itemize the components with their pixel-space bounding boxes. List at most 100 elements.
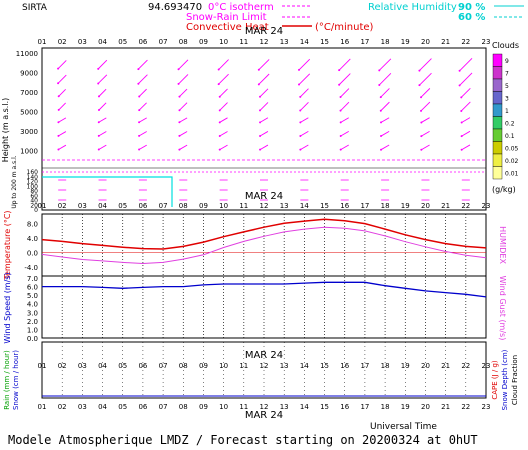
wind-barb (380, 130, 390, 137)
wind-barb (299, 102, 309, 111)
wind-barb (420, 88, 431, 98)
wind-barb-head (217, 68, 220, 71)
cloud-scale-label: 0.05 (505, 146, 519, 153)
wind-barb-head (460, 109, 463, 112)
wind-barb-head (138, 121, 141, 124)
wind-barb (98, 117, 107, 123)
wind-speed-tick-label: 3.0 (27, 309, 38, 317)
cloud-scale-swatch (492, 166, 503, 180)
wind-barb (219, 117, 228, 123)
height-tick-label: 7000 (20, 89, 38, 97)
wind-barb-head (380, 121, 383, 124)
hour-tick-label: 20 (421, 38, 430, 46)
cloud-scale: 9 7 5 3 1 0.2 0.1 0.05 0.02 0.01 (492, 53, 519, 180)
hour-tick-label: 02 (58, 403, 67, 411)
wind-barb (338, 73, 351, 86)
height-tick-label: 3000 (20, 128, 38, 136)
hour-tick-label: 17 (360, 38, 369, 46)
wind-barb (259, 102, 269, 111)
wind-barb-head (299, 95, 302, 98)
wind-barb (58, 102, 66, 111)
wind-barb-head (218, 134, 221, 137)
site-name: SIRTA (22, 3, 48, 13)
hour-tick-label: 08 (179, 403, 188, 411)
cloud-scale-label: 0.2 (505, 121, 515, 128)
wind-barb-head (97, 148, 100, 151)
wind-barb-head (57, 134, 60, 137)
hour-tick-label: 09 (199, 202, 208, 210)
legend-conv-unit: (°C/minute) (315, 22, 374, 33)
clouds-title: Clouds (492, 41, 519, 50)
wind-barb (97, 74, 108, 84)
hour-tick-label: 11 (239, 403, 248, 411)
height-low-tick-label: 120 (27, 179, 39, 186)
temperature-tick-label: -4.0 (24, 264, 38, 272)
height-low-tick-label: 140 (27, 174, 39, 181)
height-low-axis-title: Up to 200 m a.s.l. (11, 155, 18, 208)
hour-tick-label: 16 (340, 362, 349, 370)
hour-tick-label: 19 (401, 202, 410, 210)
wind-barb-head (57, 108, 60, 111)
wind-barb (338, 58, 351, 71)
height-low-tick-label: 160 (27, 169, 39, 176)
wind-barb-head (97, 134, 100, 137)
hour-tick-label: 10 (219, 202, 228, 210)
wind-barb-head (299, 109, 302, 112)
legend-rh-90: 90 % (458, 2, 485, 13)
legend-conv-label: Convective Heat (186, 22, 269, 33)
wind-barb-head (178, 109, 181, 112)
wind-barb-head (218, 148, 221, 151)
cloud-fraction-axis-title: Cloud Fraction (511, 355, 519, 405)
hour-tick-label: 12 (260, 38, 269, 46)
cloud-scale-swatch (492, 78, 503, 92)
clouds-unit: (g/kg) (492, 185, 516, 194)
cloud-scale-swatch (492, 116, 503, 130)
temperature-line (41, 218, 487, 250)
cloud-scale-swatch (492, 153, 503, 167)
date-label-mid: MAR 24 (245, 191, 283, 202)
hour-tick-label: 15 (320, 202, 329, 210)
height-low-tick-label: 0 (34, 207, 38, 214)
cloud-scale-label: 7 (505, 71, 509, 78)
relative-humidity-line (42, 176, 173, 207)
wind-barb-head (138, 134, 141, 137)
hour-tick-label: 17 (360, 403, 369, 411)
cape-axis-title: CAPE (J / g) (491, 360, 499, 400)
hour-tick-label: 06 (138, 202, 147, 210)
wind-barb (138, 117, 147, 123)
hour-tick-label: 14 (300, 202, 309, 210)
wind-barb (179, 88, 188, 97)
wind-barb (460, 87, 471, 98)
wind-barb-head (460, 148, 463, 151)
wind-barb (340, 144, 349, 151)
wind-barb (299, 88, 309, 98)
hour-tick-label: 21 (441, 38, 450, 46)
wind-barb-head (460, 135, 463, 138)
wind-barb-head (97, 67, 100, 70)
wind-barb (58, 144, 67, 150)
cloud-scale-label: 0.1 (505, 133, 515, 140)
cloud-scale-swatch (492, 141, 503, 155)
cloud-scale-swatch (492, 103, 503, 117)
height-low-tick-label: 60 (30, 193, 38, 200)
wind-barb (219, 102, 228, 111)
wind-barb-head (97, 121, 100, 124)
wind-barb (421, 130, 430, 137)
height-low-tick-label: 80 (30, 188, 38, 195)
wind-speed-tick-label: 5.0 (27, 292, 38, 300)
wind-barb (138, 59, 148, 70)
wind-barb-head (380, 135, 383, 138)
wind-barb-head (259, 109, 262, 112)
wind-barb-head (299, 148, 302, 151)
wind-barb-head (420, 121, 423, 124)
wind-barb-head (137, 68, 140, 71)
wind-barb (138, 131, 147, 137)
wind-barb (380, 117, 390, 123)
hour-tick-label: 14 (300, 38, 309, 46)
legend-isotherm-label: 0°C isotherm (208, 2, 274, 13)
wind-barb-head (259, 134, 262, 137)
date-label-top: MAR 24 (245, 26, 283, 37)
wind-barb (138, 88, 147, 97)
humidex-line (41, 226, 487, 265)
wind-barb (380, 88, 390, 98)
